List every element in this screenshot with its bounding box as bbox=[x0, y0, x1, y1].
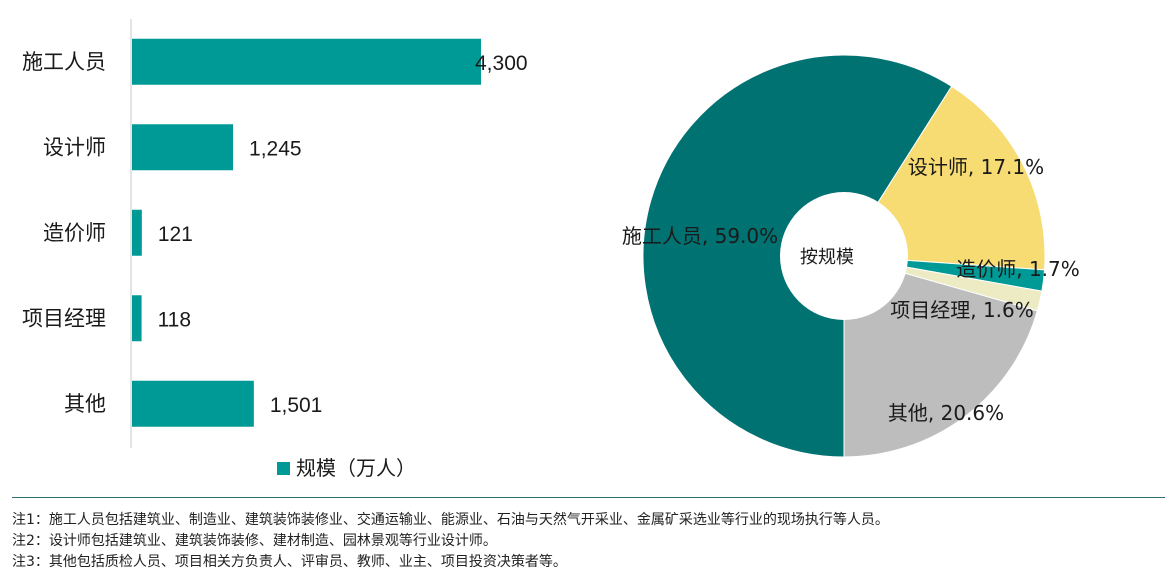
value-label: 1,501 bbox=[270, 394, 323, 417]
value-label: 4,300 bbox=[475, 52, 528, 75]
pie-slice bbox=[843, 255, 1038, 458]
donut-hole bbox=[780, 192, 908, 320]
bar-chart: 施工人员 4,300 设计师 1,245 造价师 121 项目经理 118 其他 1,501 bbox=[22, 38, 528, 427]
value-label: 118 bbox=[158, 308, 191, 331]
pie-chart: 按规模 施工人员, 59.0% 设计师, 17.1% 造价师, 1.7% 项目经理, 1… bbox=[622, 54, 1080, 458]
legend-swatch bbox=[277, 462, 290, 475]
category-label: 造价师 bbox=[43, 221, 106, 245]
bar bbox=[132, 380, 254, 427]
category-label: 设计师 bbox=[43, 135, 106, 159]
category-label: 项目经理 bbox=[22, 306, 106, 330]
bar bbox=[132, 209, 142, 256]
bar bbox=[132, 124, 234, 171]
slice-label: 施工人员, 59.0% bbox=[622, 224, 778, 248]
footnote-2: 注2：设计师包括建筑业、建筑装饰装修、建材制造、园林景观等行业设计师。 bbox=[12, 533, 497, 549]
value-label: 121 bbox=[158, 223, 193, 246]
slice-label: 设计师, 17.1% bbox=[908, 155, 1044, 179]
donut-center-label: 按规模 bbox=[800, 247, 854, 268]
category-label: 其他 bbox=[64, 392, 106, 416]
bar bbox=[132, 295, 142, 342]
value-label: 1,245 bbox=[249, 137, 302, 160]
slice-label: 其他, 20.6% bbox=[888, 401, 1004, 425]
legend-label: 规模（万人） bbox=[296, 456, 416, 480]
footnote-3: 注3：其他包括质检人员、项目相关方负责人、评审员、教师、业主、项目投资决策者等。 bbox=[12, 554, 567, 570]
footnotes: 注1：施工人员包括建筑业、制造业、建筑装饰装修业、交通运输业、能源业、石油与天然… bbox=[12, 510, 1162, 573]
slice-label: 项目经理, 1.6% bbox=[890, 298, 1034, 322]
bar-legend: 规模（万人） bbox=[277, 456, 416, 480]
slice-label: 造价师, 1.7% bbox=[956, 257, 1080, 281]
footnote-1: 注1：施工人员包括建筑业、制造业、建筑装饰装修业、交通运输业、能源业、石油与天然… bbox=[12, 512, 889, 528]
notes-divider bbox=[12, 497, 1165, 498]
category-label: 施工人员 bbox=[22, 50, 106, 74]
bar bbox=[132, 38, 481, 85]
